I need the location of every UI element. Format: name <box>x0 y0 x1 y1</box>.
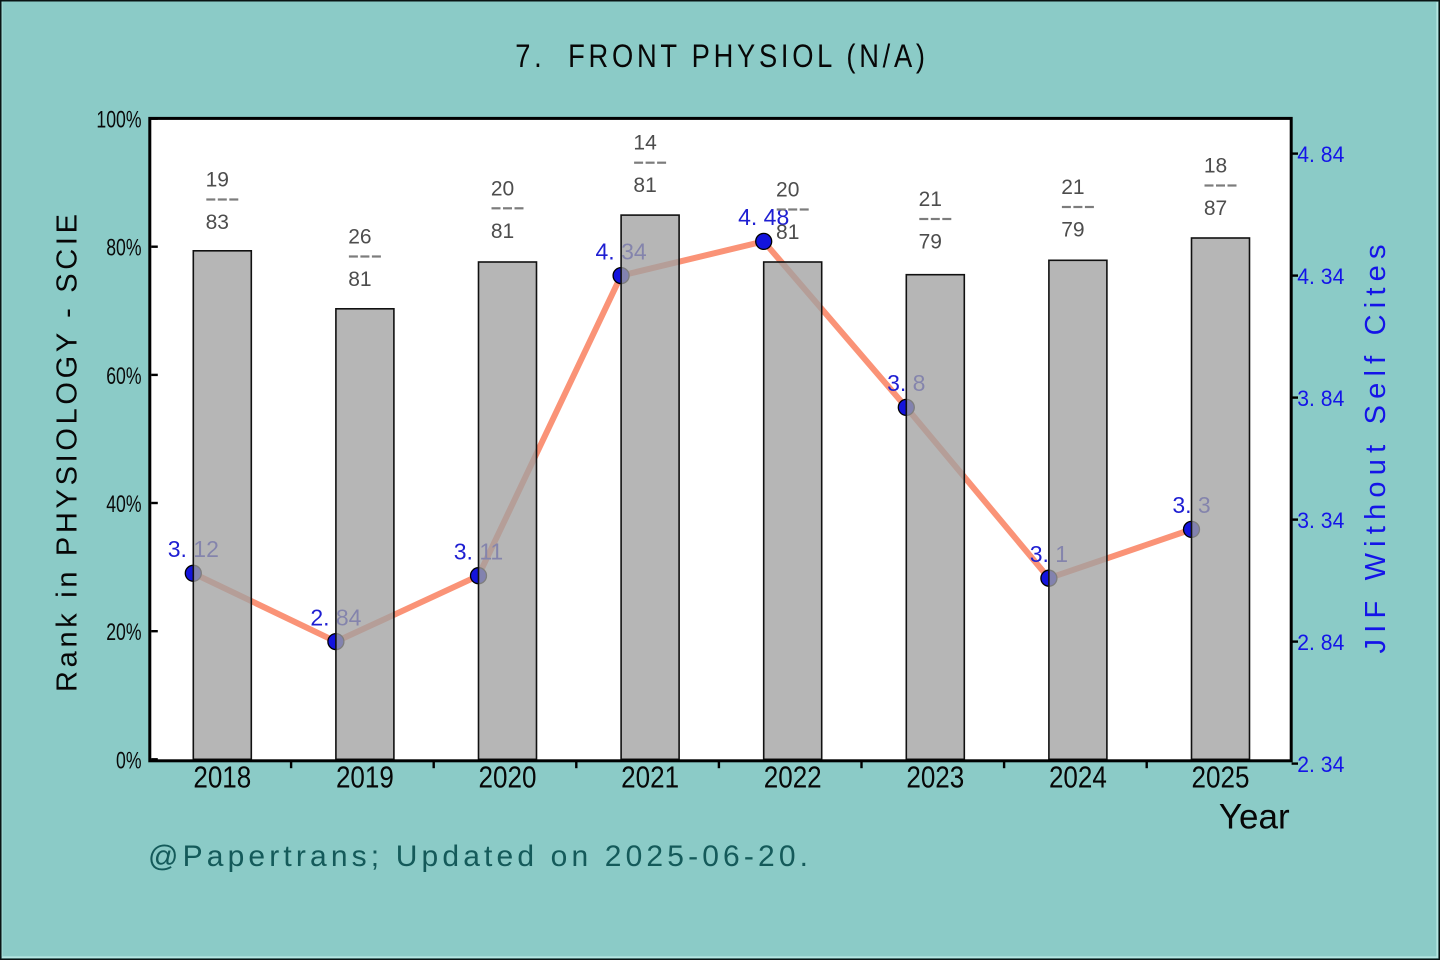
svg-text:87: 87 <box>1204 197 1227 220</box>
svg-text:79: 79 <box>1061 219 1084 242</box>
svg-text:81: 81 <box>776 221 799 244</box>
svg-text:2018: 2018 <box>193 761 251 796</box>
svg-text:81: 81 <box>491 220 514 243</box>
svg-text:Year: Year <box>1219 798 1290 837</box>
svg-text:3. 84: 3. 84 <box>1297 385 1344 411</box>
svg-text:80%: 80% <box>106 235 141 261</box>
svg-text:19: 19 <box>206 169 229 192</box>
svg-text:2023: 2023 <box>906 761 964 796</box>
svg-text:40%: 40% <box>106 491 141 517</box>
svg-text:20: 20 <box>491 177 514 200</box>
svg-text:2020: 2020 <box>479 761 537 796</box>
svg-text:2024: 2024 <box>1049 761 1107 796</box>
svg-text:2019: 2019 <box>336 761 394 796</box>
svg-text:20%: 20% <box>106 620 141 646</box>
svg-text:21: 21 <box>1061 176 1084 199</box>
svg-text:2021: 2021 <box>621 761 679 796</box>
svg-text:4. 84: 4. 84 <box>1297 141 1344 167</box>
svg-text:14: 14 <box>633 132 657 155</box>
svg-text:100%: 100% <box>96 107 141 133</box>
svg-text:21: 21 <box>919 188 942 211</box>
svg-text:2. 84: 2. 84 <box>1297 629 1344 655</box>
svg-text:81: 81 <box>348 268 371 291</box>
svg-text:7. FRONT PHYSIOL (N/A): 7. FRONT PHYSIOL (N/A) <box>515 39 928 75</box>
svg-text:26: 26 <box>348 226 371 249</box>
svg-text:81: 81 <box>633 174 656 197</box>
svg-text:0%: 0% <box>116 748 141 774</box>
svg-text:20: 20 <box>776 179 799 202</box>
svg-text:79: 79 <box>919 231 942 254</box>
svg-text:18: 18 <box>1204 155 1227 178</box>
svg-text:3. 34: 3. 34 <box>1297 507 1344 533</box>
svg-text:2025: 2025 <box>1192 761 1250 796</box>
svg-text:4. 34: 4. 34 <box>1297 263 1344 289</box>
svg-text:@Papertrans; Updated on 2025-0: @Papertrans; Updated on 2025-06-20. <box>148 840 808 873</box>
svg-text:83: 83 <box>206 211 229 234</box>
svg-text:2022: 2022 <box>764 761 822 796</box>
svg-text:60%: 60% <box>106 363 141 389</box>
svg-text:2. 34: 2. 34 <box>1297 751 1344 777</box>
svg-text:JIF Without Self Cites: JIF Without Self Cites <box>1360 245 1392 654</box>
